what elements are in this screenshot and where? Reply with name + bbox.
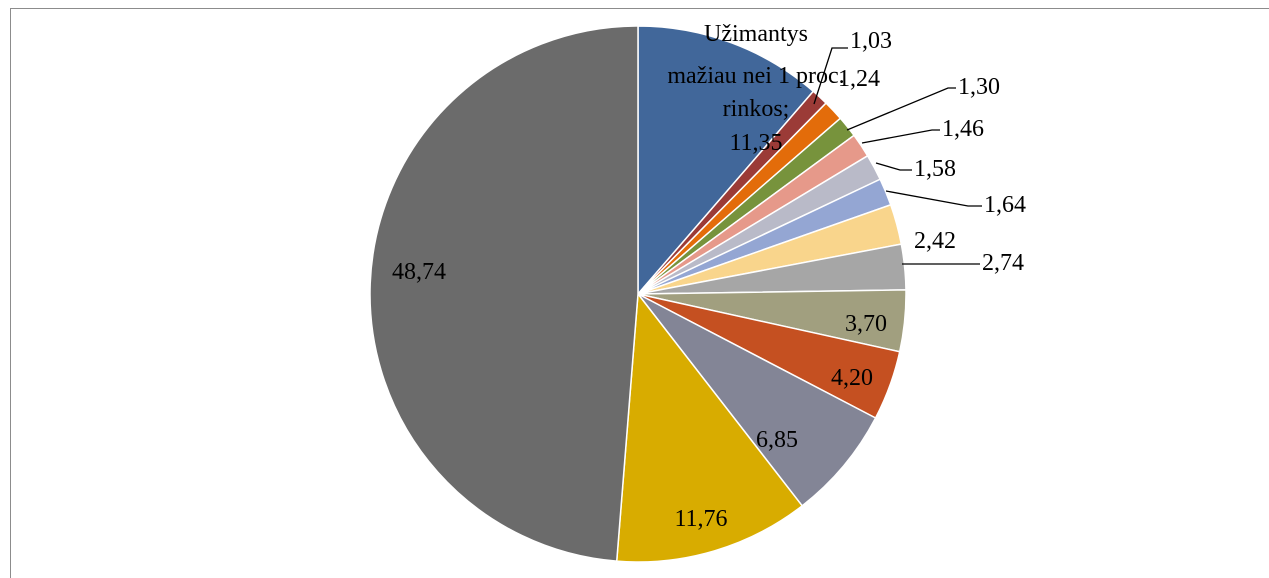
slice-label-9: 3,70 — [845, 311, 887, 337]
slice-label-11: 6,85 — [756, 427, 798, 453]
slice-label-5: 1,58 — [914, 156, 956, 182]
slice-label-1: 1,03 — [850, 28, 892, 54]
leader-line-5 — [876, 163, 912, 170]
slice-label-4: 1,46 — [942, 116, 984, 142]
slice-label-13: 48,74 — [392, 259, 446, 285]
pie-slices — [370, 26, 906, 562]
slice-label-12: 11,76 — [674, 506, 727, 532]
slice-label-7: 2,42 — [914, 228, 956, 254]
slice-label-10: 4,20 — [831, 365, 873, 391]
pie-slice-13 — [370, 26, 638, 561]
slice-label-2: 1,24 — [838, 66, 880, 92]
slice-label-8: 2,74 — [982, 250, 1024, 276]
leader-line-4 — [862, 130, 940, 143]
leader-line-3 — [847, 88, 956, 130]
slice-label-6: 1,64 — [984, 192, 1026, 218]
leader-line-6 — [886, 191, 982, 206]
slice-label-3: 1,30 — [958, 74, 1000, 100]
